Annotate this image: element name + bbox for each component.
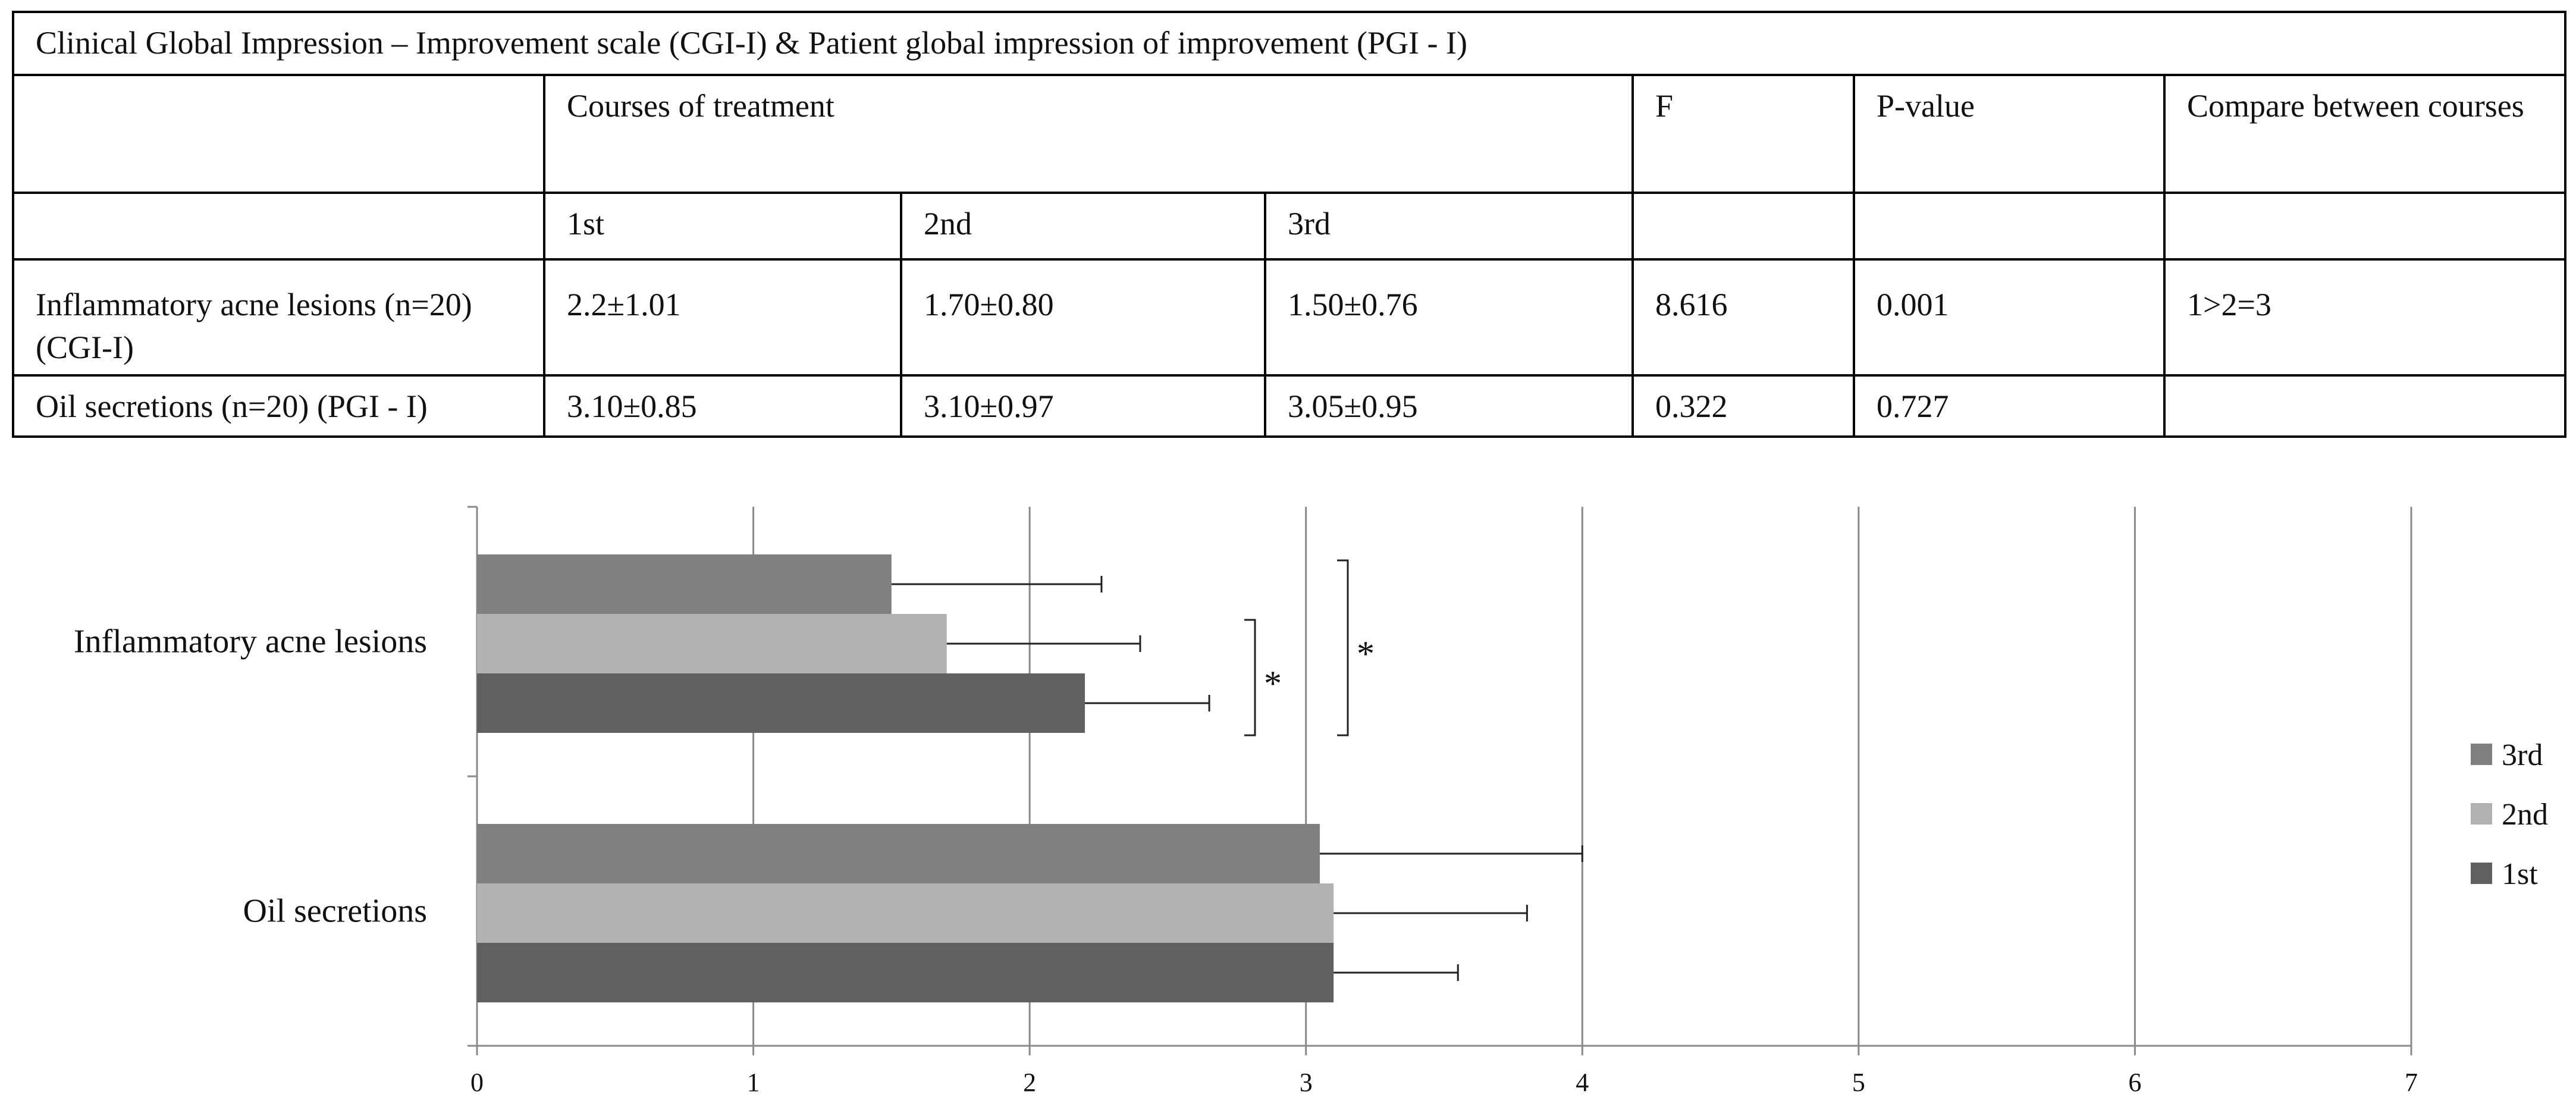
subheader-3rd: 3rd: [1264, 192, 1634, 261]
x-tick-label: 5: [1852, 1068, 1865, 1097]
x-tick-label: 7: [2405, 1068, 2418, 1097]
header-compare: Compare between courses: [2163, 74, 2567, 194]
category-label: Inflammatory acne lesions: [74, 623, 427, 660]
table-row: Inflammatory acne lesions (n=20) (CGI-I)…: [12, 258, 2567, 377]
bar-3rd-0: [477, 554, 892, 614]
x-tick-label: 0: [470, 1068, 484, 1097]
cell-course-3: 1.50±0.76: [1264, 258, 1634, 377]
table-title: Clinical Global Impression – Improvement…: [11, 11, 2567, 76]
cell-p-value: 0.001: [1853, 258, 2166, 377]
legend: 3rd 2nd 1st: [2471, 738, 2548, 891]
significance-star: *: [1264, 664, 1282, 703]
legend-swatch-3rd: [2471, 744, 2492, 765]
subheader-empty-cell: [2163, 192, 2567, 261]
cell-course-2: 1.70±0.80: [900, 258, 1266, 377]
x-tick-label: 6: [2128, 1068, 2141, 1097]
cell-course-1: 3.10±0.85: [543, 374, 902, 438]
table-subheader-row: 1st 2nd 3rd: [12, 192, 2567, 261]
legend-label-2nd: 2nd: [2502, 798, 2548, 832]
cell-compare: 1>2=3: [2163, 258, 2567, 377]
significance-star: *: [1357, 634, 1375, 673]
subheader-1st: 1st: [543, 192, 902, 261]
legend-label-1st: 1st: [2502, 857, 2538, 891]
significance-bracket: [1244, 619, 1256, 736]
bar-1st-1: [477, 943, 1334, 1002]
cell-f: 8.616: [1631, 258, 1855, 377]
table-header-row: Courses of treatment F P-value Compare b…: [12, 74, 2567, 194]
subheader-empty-cell: [1853, 192, 2166, 261]
category-label: Oil secretions: [243, 893, 427, 930]
header-empty-cell: [12, 74, 545, 194]
x-tick-label: 2: [1023, 1068, 1036, 1097]
subheader-2nd: 2nd: [900, 192, 1266, 261]
legend-label-3rd: 3rd: [2502, 738, 2543, 772]
x-tick-label: 1: [747, 1068, 760, 1097]
cell-course-1: 2.2±1.01: [543, 258, 902, 377]
bar-2nd-0: [477, 614, 947, 673]
cell-course-2: 3.10±0.97: [900, 374, 1266, 438]
significance-bracket: [1337, 559, 1349, 736]
header-f: F: [1631, 74, 1855, 194]
table-row: Oil secretions (n=20) (PGI - I) 3.10±0.8…: [12, 374, 2567, 438]
header-p-value: P-value: [1853, 74, 2166, 194]
table-title-row: Clinical Global Impression – Improvement…: [11, 11, 2567, 76]
row-label: Oil secretions (n=20) (PGI - I): [12, 374, 545, 438]
bar-2nd-1: [477, 883, 1334, 943]
x-tick-label: 4: [1576, 1068, 1589, 1097]
legend-swatch-2nd: [2471, 803, 2492, 825]
cell-p-value: 0.727: [1853, 374, 2166, 438]
bar-3rd-1: [477, 824, 1320, 883]
gridlines: [752, 507, 2412, 1046]
subheader-empty-cell: [1631, 192, 1855, 261]
header-courses: Courses of treatment: [543, 74, 1634, 194]
cell-f: 0.322: [1631, 374, 1855, 438]
x-tick-label: 3: [1300, 1068, 1313, 1097]
subheader-empty-cell: [12, 192, 545, 261]
labels: 0 1 2 3 4 5 6 7 Inflammatory acne lesions Oil sec…: [74, 623, 2418, 1098]
error-bars: [891, 576, 1583, 981]
cell-course-3: 3.05±0.95: [1264, 374, 1634, 438]
legend-swatch-1st: [2471, 863, 2492, 884]
row-label: Inflammatory acne lesions (n=20) (CGI-I): [12, 258, 545, 377]
cell-compare: [2163, 374, 2567, 438]
significance-brackets: **: [1244, 559, 1375, 736]
bar-1st-0: [477, 673, 1085, 733]
bars: [477, 554, 1334, 1002]
results-table: Clinical Global Impression – Improvement…: [11, 11, 2567, 438]
